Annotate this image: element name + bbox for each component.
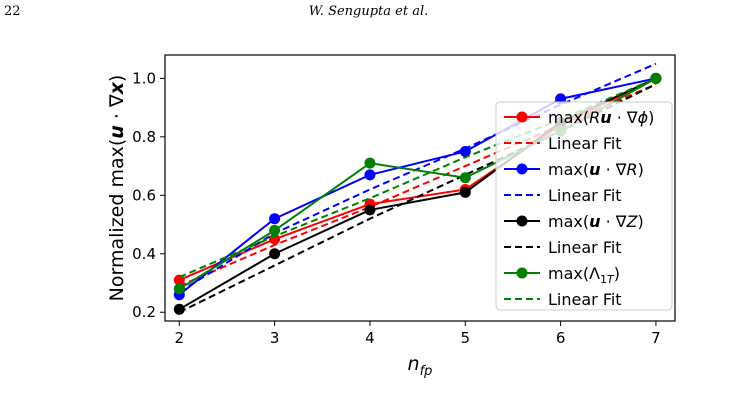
legend-marker-0 xyxy=(516,111,528,123)
series-2-point xyxy=(459,186,471,198)
series-2-fit-line xyxy=(178,83,657,314)
legend-label-u-grad-z: max(u · ∇Z) xyxy=(548,212,644,231)
series-0-point xyxy=(173,274,185,286)
legend-label-fit-2: Linear Fit xyxy=(548,186,622,205)
series-2-point xyxy=(364,204,376,216)
legend-markers xyxy=(504,111,540,300)
series-1-point xyxy=(269,213,281,225)
legend-marker-1 xyxy=(516,163,528,175)
series-1-point xyxy=(364,169,376,181)
series-1-point xyxy=(459,145,471,157)
legend-marker-2 xyxy=(516,215,528,227)
running-head: W. Sengupta et al. xyxy=(308,4,429,19)
series-2-point xyxy=(173,303,185,315)
series-2-point xyxy=(269,248,281,260)
x-tick-label: 2 xyxy=(175,329,185,347)
legend-label-fit-4: Linear Fit xyxy=(548,290,622,309)
y-axis-label: Normalized max(u · ∇x) xyxy=(106,75,128,302)
series-3-point xyxy=(173,283,185,295)
legend-marker-3 xyxy=(516,267,528,279)
y-tick-label: 0.6 xyxy=(132,186,156,204)
y-tick-label: 0.4 xyxy=(132,245,156,263)
x-axis-label: nfp xyxy=(408,353,433,379)
x-tick-label: 3 xyxy=(270,329,280,347)
legend-label-fit-1: Linear Fit xyxy=(548,134,622,153)
x-tick-label: 4 xyxy=(365,329,375,347)
y-tick-label: 0.8 xyxy=(132,128,156,146)
series-3-point xyxy=(650,72,662,84)
y-tick-label: 0.2 xyxy=(132,303,156,321)
x-tick-label: 6 xyxy=(556,329,566,347)
series-3-point xyxy=(269,224,281,236)
legend-label-u-grad-r: max(u · ∇R) xyxy=(548,160,644,179)
legend-label-ru-grad-phi: max(Ru · ∇ϕ) xyxy=(548,108,654,127)
legend: max(Ru · ∇ϕ) Linear Fit max(u · ∇R) Line… xyxy=(495,101,673,311)
x-axis-ticks: 2 3 4 5 6 7 xyxy=(175,321,661,347)
x-tick-label: 7 xyxy=(651,329,661,347)
y-tick-label: 1.0 xyxy=(132,69,156,87)
series-3-point xyxy=(364,157,376,169)
x-tick-label: 5 xyxy=(461,329,471,347)
series-1-fit-line xyxy=(178,62,657,293)
legend-label-fit-3: Linear Fit xyxy=(548,238,622,257)
plot-frame xyxy=(164,54,676,322)
y-axis-ticks: 0.2 0.4 0.6 0.8 1.0 xyxy=(132,69,165,321)
legend-box xyxy=(495,101,673,311)
series-3-point xyxy=(459,172,471,184)
series-1-line xyxy=(178,77,657,296)
page-number: 22 xyxy=(4,4,21,19)
